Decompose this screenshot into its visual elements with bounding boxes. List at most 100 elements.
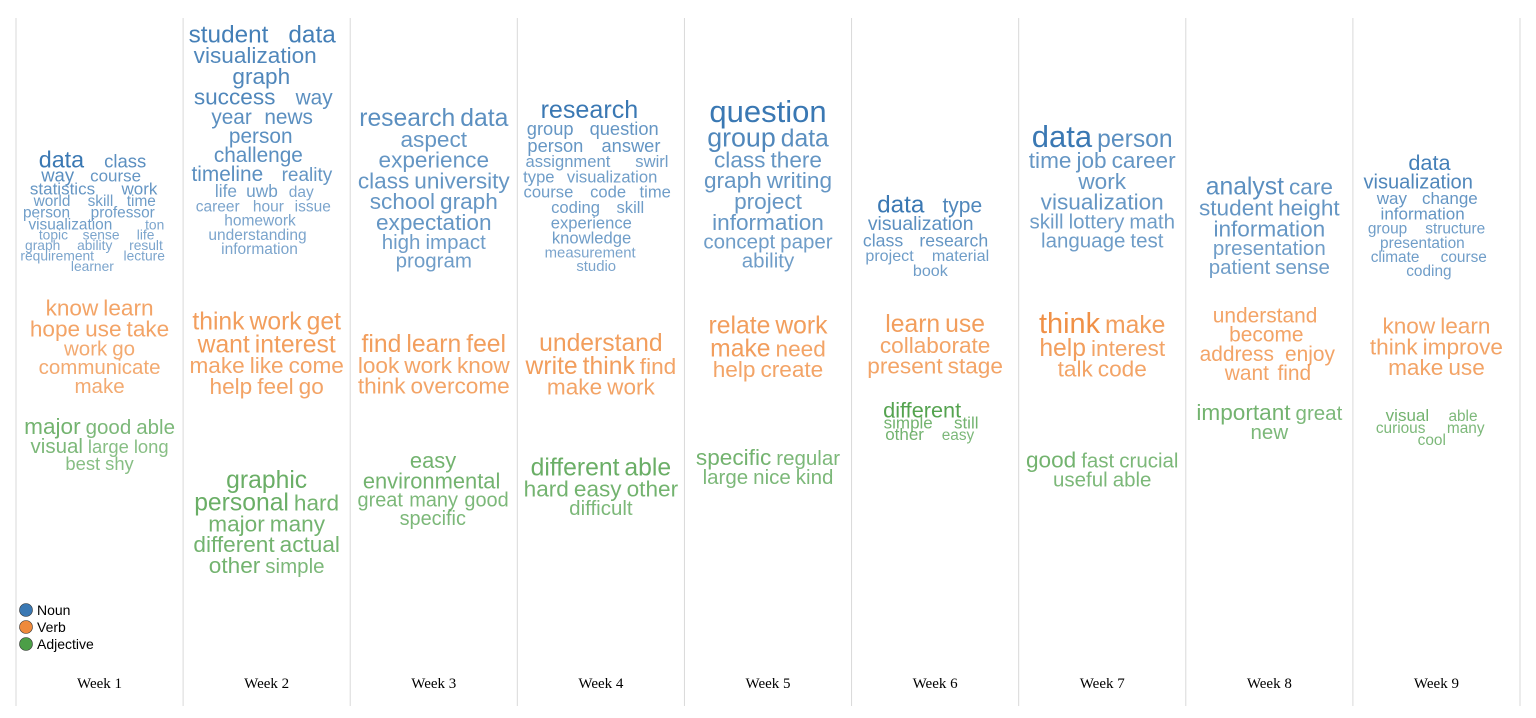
word-noun: sense	[1275, 256, 1330, 279]
word-verb: overcome	[411, 374, 510, 399]
word-noun: measurement	[545, 245, 637, 261]
word-adjective: specific	[696, 445, 771, 470]
word-noun: writing	[766, 168, 832, 193]
word-verb: understand	[539, 330, 663, 357]
word-noun: graph	[440, 189, 498, 214]
word-adjective: nice	[753, 466, 791, 489]
word-noun: change	[1422, 189, 1478, 208]
word-noun: paper	[780, 231, 833, 254]
word-noun: person	[527, 135, 583, 156]
word-noun: result	[129, 238, 163, 253]
word-noun: class	[863, 230, 903, 250]
word-noun: year	[211, 106, 252, 129]
word-noun: visualization	[28, 216, 112, 233]
word-noun: lecture	[124, 249, 166, 264]
word-noun: world	[33, 193, 71, 210]
word-verb: think	[358, 374, 406, 399]
word-adjective: different	[531, 455, 620, 482]
word-noun: school	[370, 189, 435, 214]
word-verb: make	[710, 335, 770, 362]
word-adjective: kind	[796, 466, 834, 489]
word-verb: know	[1382, 314, 1435, 339]
legend-swatch	[19, 603, 33, 617]
word-noun: impact	[425, 231, 486, 254]
word-noun: code	[590, 183, 626, 202]
word-noun: challenge	[214, 144, 303, 167]
word-adjective: large	[88, 436, 129, 457]
word-adjective: personal	[194, 490, 289, 517]
word-noun: hour	[253, 198, 284, 215]
week-label: Week 7	[1080, 676, 1126, 692]
word-adjective: able	[624, 455, 671, 482]
word-adjective: good	[86, 416, 132, 439]
word-noun: knowledge	[552, 229, 631, 248]
word-noun: life	[137, 228, 155, 243]
word-noun: question	[590, 118, 659, 139]
word-noun: data	[1032, 119, 1093, 154]
word-noun: class	[358, 168, 409, 193]
word-noun: lottery	[1069, 210, 1126, 233]
word-noun: language	[1041, 229, 1125, 252]
word-verb: know	[46, 296, 99, 321]
word-adjective: useful	[1053, 468, 1108, 491]
word-adjective: cool	[1418, 432, 1446, 449]
word-verb: create	[760, 357, 823, 382]
word-noun: data	[39, 147, 84, 173]
word-verb: hope	[30, 317, 80, 342]
word-adjective: easy	[942, 427, 975, 444]
word-verb: feel	[257, 374, 293, 399]
word-adjective: major	[24, 414, 81, 439]
word-verb: make	[1388, 355, 1443, 380]
word-adjective: shy	[105, 453, 134, 474]
word-noun: time	[127, 193, 156, 210]
word-noun: book	[913, 262, 949, 280]
word-verb: come	[289, 353, 344, 378]
word-noun: aspect	[400, 127, 467, 152]
word-noun: graph	[704, 168, 762, 193]
word-verb: find	[362, 331, 402, 358]
word-verb: know	[457, 353, 510, 378]
word-adjective: hard	[524, 476, 569, 501]
word-noun: person	[23, 205, 70, 222]
word-verb: learn	[885, 311, 940, 338]
word-noun: career	[1112, 148, 1177, 173]
word-noun: height	[1278, 196, 1340, 221]
word-adjective: different	[883, 397, 961, 422]
word-noun: group	[707, 123, 776, 153]
word-verb: stage	[948, 354, 1003, 379]
word-verb: use	[85, 317, 121, 342]
word-noun: patient	[1209, 256, 1271, 279]
word-noun: swirl	[635, 152, 668, 171]
week-label: Week 2	[244, 676, 289, 692]
word-noun: reality	[282, 165, 333, 186]
word-noun: experience	[379, 148, 490, 173]
word-noun: data	[1408, 150, 1451, 175]
word-adjective: easy	[574, 476, 622, 501]
week-label: Week 5	[745, 676, 790, 692]
word-noun: professor	[91, 205, 155, 222]
word-verb: present	[867, 354, 943, 379]
word-adjective: good	[1026, 447, 1076, 472]
week-axis: Week 1 Week 2 Week 3 Week 4 Week 5 Week 6 Week…	[77, 676, 1459, 692]
word-adjective: graphic	[226, 467, 307, 494]
word-noun: research	[919, 230, 988, 250]
word-noun: data	[288, 21, 336, 48]
word-noun: structure	[1425, 221, 1485, 238]
word-verb: learn	[103, 296, 153, 321]
word-verb: find	[640, 354, 676, 379]
word-adjective: important	[1196, 400, 1291, 425]
word-noun: ability	[77, 238, 112, 253]
word-noun: program	[396, 250, 472, 273]
word-noun: visualization	[1363, 171, 1472, 193]
word-noun: skill	[1029, 210, 1063, 233]
word-verb: learn	[1440, 314, 1490, 339]
word-noun: information	[221, 241, 298, 258]
word-verb: want	[1224, 362, 1269, 385]
word-verb: think	[583, 353, 636, 380]
word-verb: make	[547, 375, 602, 400]
word-noun: person	[1097, 126, 1173, 153]
legend-swatch	[19, 620, 33, 634]
word-verb: talk	[1058, 357, 1094, 382]
